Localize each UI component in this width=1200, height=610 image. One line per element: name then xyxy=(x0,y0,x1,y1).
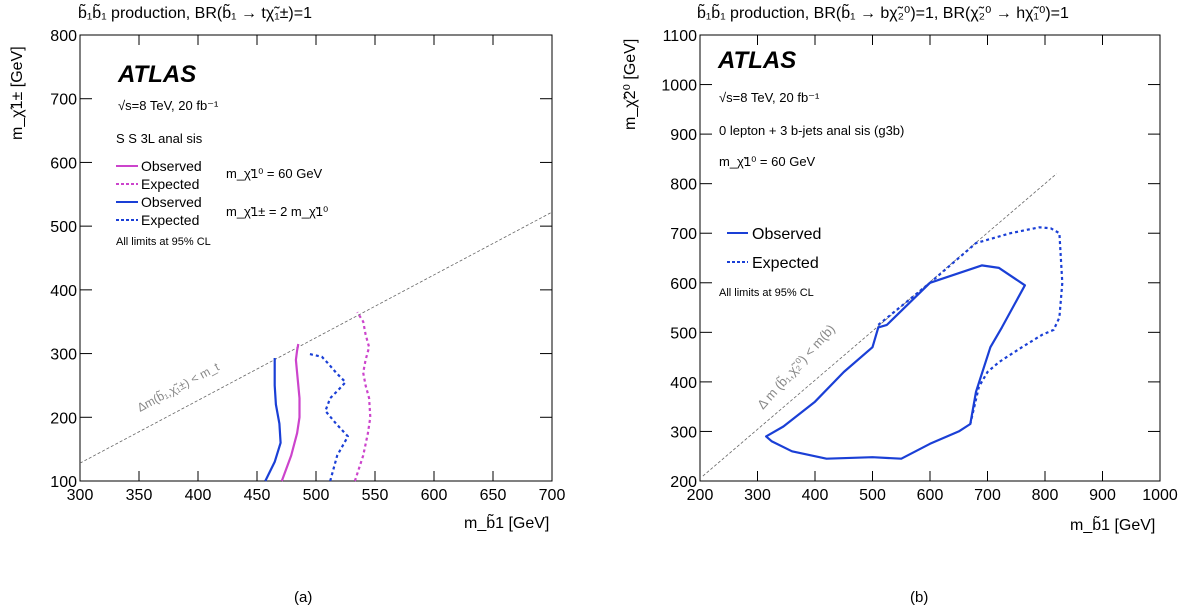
y-tick-label: 300 xyxy=(50,347,77,364)
series-expected-3 xyxy=(307,352,349,482)
x-tick-label: 650 xyxy=(480,487,507,504)
y-tick-label: 200 xyxy=(670,474,697,491)
x-tick-label: 500 xyxy=(859,487,886,504)
series-expected-1 xyxy=(353,311,372,482)
y-tick-label: 200 xyxy=(50,410,77,427)
panel-a-atlas-label: ATLAS xyxy=(117,61,196,88)
legend-label-expected: Expected xyxy=(752,255,819,272)
panel-b-series xyxy=(765,226,1064,460)
x-tick-label: 800 xyxy=(1032,487,1059,504)
y-tick-label: 600 xyxy=(50,155,77,172)
y-tick-label: 800 xyxy=(50,28,77,45)
legend-label-expected-blue: Expected xyxy=(141,212,199,228)
series-expected-1 xyxy=(877,226,1064,425)
y-tick-label: 400 xyxy=(50,283,77,300)
y-tick-label: 500 xyxy=(670,325,697,342)
series-observed-0 xyxy=(280,343,301,482)
y-tick-label: 700 xyxy=(670,226,697,243)
panel-b-legend: Observed Expected xyxy=(727,226,821,272)
x-tick-label: 700 xyxy=(539,487,566,504)
panel-b-kinematic-label: Δ m (b̃₁,χ̃₂⁰) < m(b) xyxy=(754,321,838,412)
panel-b-energy: √s=8 TeV, 20 fb⁻¹ xyxy=(719,90,820,105)
x-tick-label: 600 xyxy=(421,487,448,504)
y-tick-label: 100 xyxy=(50,474,77,491)
series-observed-2 xyxy=(264,358,282,482)
y-tick-label: 1000 xyxy=(661,78,697,95)
y-tick-label: 300 xyxy=(670,424,697,441)
panel-a-x-axis-label: m_b̃1 [GeV] xyxy=(464,512,549,532)
series-observed-0 xyxy=(765,264,1026,460)
x-tick-label: 500 xyxy=(303,487,330,504)
panel-a-chart: b̃₁b̃₁ production, BR(b̃₁ → tχ̃₁±)=1 300… xyxy=(9,2,565,606)
x-tick-label: 600 xyxy=(917,487,944,504)
y-tick-label: 600 xyxy=(670,276,697,293)
panel-a-axes: 300 350 400 450 500 550 600 650 700 100 200 300 400 5… xyxy=(50,28,565,504)
y-tick-label: 700 xyxy=(50,92,77,109)
legend-label-expected-magenta: Expected xyxy=(141,176,199,192)
x-tick-label: 700 xyxy=(974,487,1001,504)
panel-b-analysis: 0 lepton + 3 b-jets anal sis (g3b) xyxy=(719,123,904,138)
x-tick-label: 300 xyxy=(744,487,771,504)
x-tick-label: 300 xyxy=(67,487,94,504)
panel-b-atlas-label: ATLAS xyxy=(717,47,796,74)
panel-a-cl-note: All limits at 95% CL xyxy=(116,236,211,248)
panel-a-kinematic-label: Δm(b̃₁,χ̃₁±) < m_t xyxy=(134,359,222,415)
x-tick-label: 450 xyxy=(244,487,271,504)
panel-a-title: b̃₁b̃₁ production, BR(b̃₁ → tχ̃₁±)=1 xyxy=(78,2,312,22)
x-tick-label: 550 xyxy=(362,487,389,504)
x-tick-label: 400 xyxy=(802,487,829,504)
panel-a-mass-2: m_χ̃1± = 2 m_χ̃1⁰ xyxy=(226,204,328,219)
y-tick-label: 800 xyxy=(670,177,697,194)
panel-b-mass-1: m_χ̃1⁰ = 60 GeV xyxy=(719,154,816,169)
legend-label-observed-magenta: Observed xyxy=(141,158,202,174)
panel-b-y-axis-label: m_χ̃2⁰ [GeV] xyxy=(622,39,639,130)
legend-label-observed-blue: Observed xyxy=(141,194,202,210)
panel-b-chart: b̃₁b̃₁ production, BR(b̃₁ → bχ̃₂⁰)=1, BR… xyxy=(622,2,1178,606)
legend-label-observed: Observed xyxy=(752,226,821,243)
y-tick-label: 900 xyxy=(670,127,697,144)
panel-a-series xyxy=(264,311,372,482)
panel-a-y-axis-label: m_χ̃1± [GeV] xyxy=(9,46,26,140)
x-tick-label: 350 xyxy=(126,487,153,504)
panel-a-label: (a) xyxy=(294,589,312,606)
panel-a-analysis: S S 3L anal sis xyxy=(116,131,203,146)
panel-a-kinematic-line xyxy=(79,211,553,464)
panel-b-cl-note: All limits at 95% CL xyxy=(719,287,814,299)
panel-a-mass-1: m_χ̃1⁰ = 60 GeV xyxy=(226,166,323,181)
x-tick-label: 1000 xyxy=(1142,487,1178,504)
panel-a-energy: √s=8 TeV, 20 fb⁻¹ xyxy=(118,98,219,113)
y-tick-label: 500 xyxy=(50,219,77,236)
panel-b-x-axis-label: m_b̃1 [GeV] xyxy=(1070,514,1155,534)
y-tick-label: 400 xyxy=(670,375,697,392)
x-tick-label: 200 xyxy=(687,487,714,504)
panel-a-legend: Observed Expected Observed Expected xyxy=(116,158,202,228)
panel-b-axes: 200 300 400 500 600 700 800 900 1000 200 300 400 500… xyxy=(661,28,1177,504)
x-tick-label: 400 xyxy=(185,487,212,504)
panel-b-label: (b) xyxy=(910,589,928,606)
x-tick-label: 900 xyxy=(1089,487,1116,504)
panel-b-title: b̃₁b̃₁ production, BR(b̃₁ → bχ̃₂⁰)=1, BR… xyxy=(697,2,1069,22)
y-tick-label: 1100 xyxy=(663,28,698,45)
